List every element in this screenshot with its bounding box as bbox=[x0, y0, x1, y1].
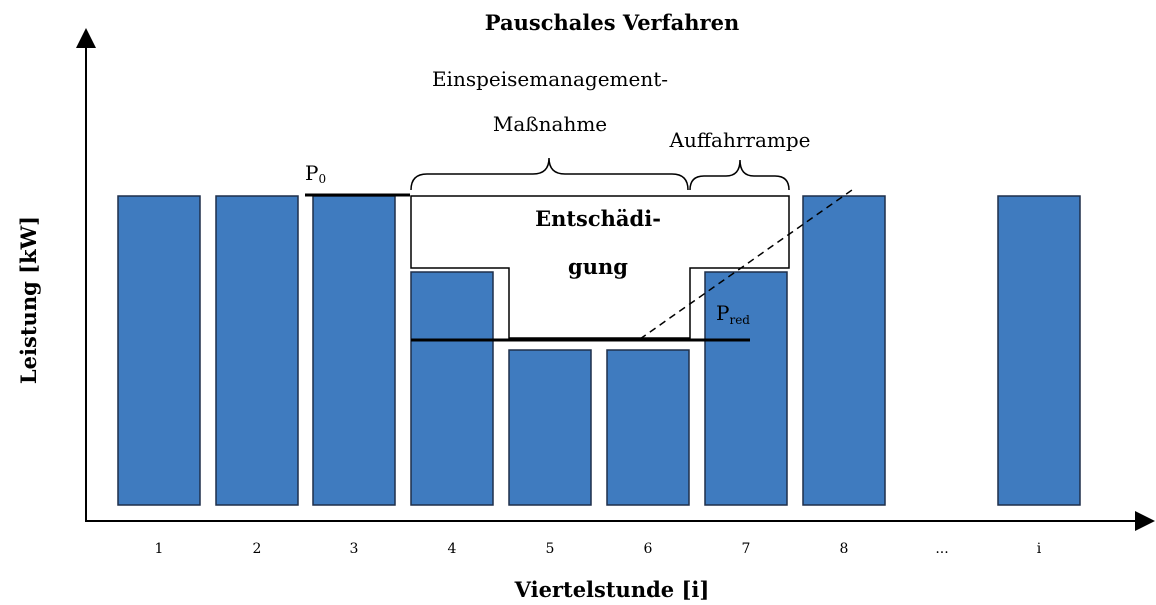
bar bbox=[215, 195, 299, 506]
x-axis-label: Viertelstunde [i] bbox=[514, 577, 710, 602]
bar bbox=[410, 271, 494, 506]
annotation: Einspeisemanagement- bbox=[432, 67, 668, 91]
annotation: Maßnahme bbox=[493, 112, 607, 136]
brace bbox=[689, 159, 790, 191]
y-axis-label: Leistung [kW] bbox=[16, 216, 41, 384]
category-label: ... bbox=[935, 541, 948, 557]
bar bbox=[312, 195, 396, 506]
annotation: Entschädi- bbox=[535, 206, 661, 231]
annotation: Auffahrrampe bbox=[669, 128, 811, 152]
brace bbox=[410, 157, 689, 191]
title: Pauschales Verfahren bbox=[485, 10, 739, 35]
category-label: 8 bbox=[840, 541, 849, 557]
category-label: 7 bbox=[742, 541, 751, 557]
category-label: 3 bbox=[350, 541, 359, 557]
bar bbox=[704, 271, 788, 506]
compensation-area bbox=[410, 195, 790, 339]
bar bbox=[508, 349, 592, 506]
category-labels: 1 2 3 4 5 6 7 8... i bbox=[155, 541, 1042, 557]
category-label: 5 bbox=[546, 541, 555, 557]
bar bbox=[117, 195, 201, 506]
category-label: 4 bbox=[448, 541, 457, 557]
pred-label: Pred bbox=[716, 301, 750, 327]
category-label: i bbox=[1037, 541, 1042, 557]
bar bbox=[997, 195, 1081, 506]
bar bbox=[606, 349, 690, 506]
category-label: 1 bbox=[155, 541, 164, 557]
annotation: gung bbox=[568, 254, 628, 279]
p0-label: P0 bbox=[305, 161, 326, 186]
category-label: 6 bbox=[644, 541, 653, 557]
category-label: 2 bbox=[253, 541, 262, 557]
bar bbox=[802, 195, 886, 506]
